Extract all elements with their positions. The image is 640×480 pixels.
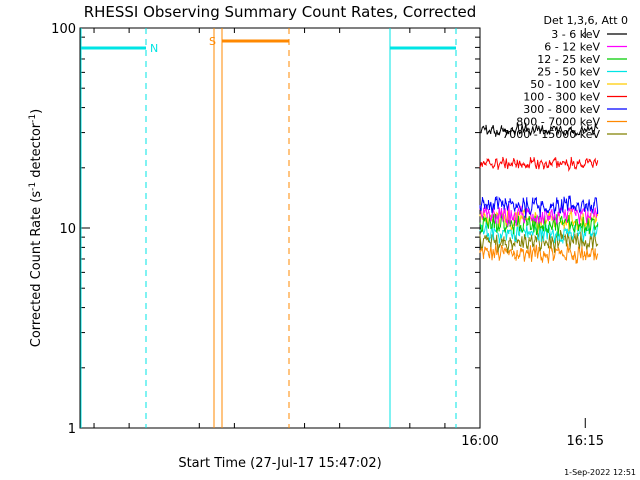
night-label: N <box>150 42 158 55</box>
footer-timestamp: 1-Sep-2022 12:51 <box>564 468 636 477</box>
legend-label: 6 - 12 keV <box>544 41 600 54</box>
series-line <box>479 203 599 227</box>
series-line <box>479 122 599 138</box>
marker-layer: NS <box>80 28 457 428</box>
y-tick-label: 100 <box>51 22 76 37</box>
legend-label: 300 - 800 keV <box>523 103 600 116</box>
x-tick-label: 16:15 <box>567 434 604 449</box>
chart-title: RHESSI Observing Summary Count Rates, Co… <box>84 3 477 21</box>
series-layer <box>479 122 599 264</box>
legend-label: 50 - 100 keV <box>530 78 600 91</box>
y-tick-label: 10 <box>59 222 76 237</box>
series-line <box>479 213 599 237</box>
legend-title: Det 1,3,6, Att 0 <box>544 14 628 27</box>
series-line <box>479 242 599 264</box>
y-axis-label: Corrected Count Rate (s-1 detector-1) <box>28 109 44 347</box>
series-line <box>479 195 599 218</box>
legend-label: 12 - 25 keV <box>537 53 600 66</box>
y-axis-ticks: 1 10 100 <box>51 22 480 437</box>
y-axis-label-mid: detector <box>29 122 44 182</box>
legend-label: 25 - 50 keV <box>537 66 600 79</box>
series-line <box>479 220 599 244</box>
legend-label: 100 - 300 keV <box>523 91 600 104</box>
y-axis-label-sup2: -1 <box>28 114 38 123</box>
legend-label: 7000 - 15000 keV <box>502 128 600 141</box>
y-tick-label: 1 <box>68 422 76 437</box>
y-axis-label-end: ) <box>29 109 44 114</box>
saa-label: S <box>209 35 216 48</box>
y-axis-label-main: Corrected Count Rate (s <box>29 191 44 348</box>
legend-label: 3 - 6 keV <box>551 28 600 41</box>
series-line <box>479 156 599 172</box>
x-tick-label: 16:00 <box>461 434 498 449</box>
plot-frame <box>79 27 481 429</box>
y-axis-label-sup1: -1 <box>28 182 38 191</box>
x-axis-label: Start Time (27-Jul-17 15:47:02) <box>178 456 381 471</box>
legend-label: 800 - 7000 keV <box>516 116 600 129</box>
